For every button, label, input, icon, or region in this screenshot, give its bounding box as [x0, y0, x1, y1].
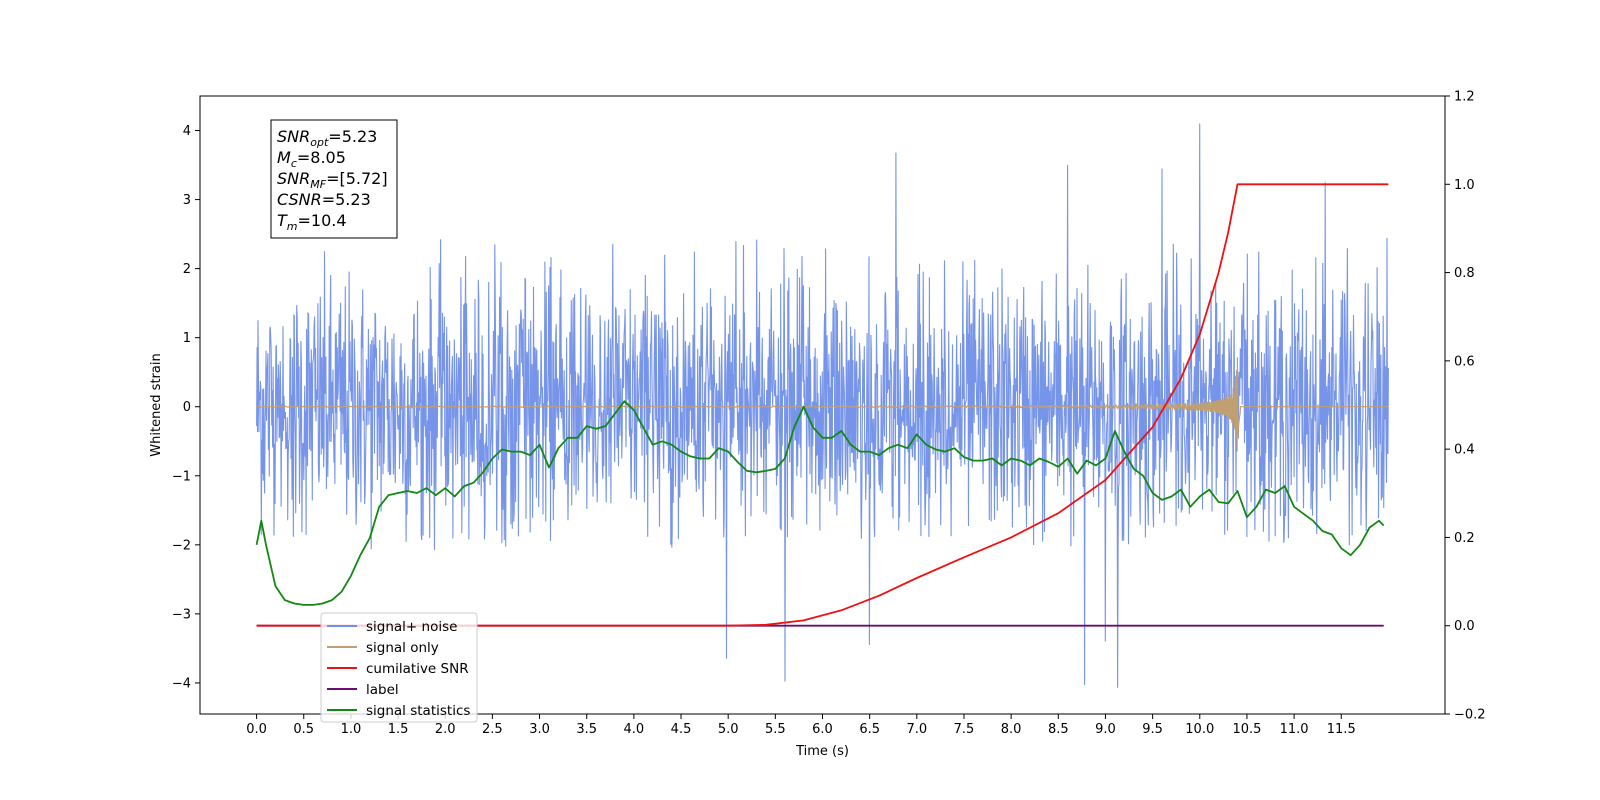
annotation-line: Mc=8.05 — [277, 148, 346, 170]
annotation-line: SNRMF=[5.72] — [277, 169, 388, 191]
x-tick-label: 11.0 — [1280, 722, 1309, 737]
x-tick-label: 11.5 — [1327, 722, 1356, 737]
x-tick-label: 3.0 — [529, 722, 550, 737]
series-signal-statistics — [255, 400, 1385, 606]
series-signal-only — [256, 357, 1389, 452]
y-axis-left-label: Whitened strain — [149, 353, 164, 456]
legend-frame — [320, 612, 478, 723]
x-tick-label: 0.5 — [293, 722, 314, 737]
x-tick-label: 2.5 — [482, 722, 503, 737]
y-right-tick-label: 0.8 — [1454, 266, 1475, 281]
x-tick-label: 6.0 — [812, 722, 833, 737]
x-tick-label: 7.5 — [954, 722, 975, 737]
legend: signal+ noise signal only cumilative SNR la… — [320, 612, 478, 723]
x-tick-label: 7.0 — [906, 722, 927, 737]
y-left-tick-label: 3 — [183, 193, 191, 208]
x-tick-label: 9.0 — [1095, 722, 1116, 737]
annotation-line: CSNR=5.23 — [277, 190, 371, 209]
y-right-tick-label: 0.6 — [1454, 354, 1475, 369]
y-axis-right: 1.2 1.0 0.8 0.6 0.4 0.2 0.0 −0.2 — [1445, 90, 1486, 723]
x-tick-label: 5.5 — [765, 722, 786, 737]
x-tick-label: 8.0 — [1001, 722, 1022, 737]
x-tick-label: 9.5 — [1142, 722, 1163, 737]
y-right-tick-label: 0.4 — [1454, 443, 1475, 458]
y-left-tick-label: 2 — [183, 262, 191, 277]
y-right-tick-label: 1.2 — [1454, 90, 1475, 105]
x-tick-label: 2.0 — [435, 722, 456, 737]
x-tick-label: 6.5 — [859, 722, 880, 737]
legend-label: signal only — [366, 640, 439, 656]
legend-label: label — [366, 682, 399, 698]
y-left-tick-label: −2 — [172, 538, 191, 553]
x-tick-label: 4.0 — [624, 722, 645, 737]
x-tick-label: 3.5 — [576, 722, 597, 737]
y-left-tick-label: −4 — [172, 676, 191, 691]
y-right-tick-label: 0.0 — [1454, 619, 1475, 634]
y-left-tick-label: −3 — [172, 607, 191, 622]
y-left-tick-label: 4 — [183, 124, 191, 139]
annotation-line: Tm=10.4 — [277, 211, 347, 233]
y-right-tick-label: 1.0 — [1454, 178, 1475, 193]
x-tick-label: 8.5 — [1048, 722, 1069, 737]
series-signal-noise — [256, 123, 1389, 688]
series-cumulative-snr — [256, 183, 1389, 627]
x-tick-label: 0.0 — [246, 722, 267, 737]
y-left-tick-label: −1 — [172, 469, 191, 484]
legend-label: cumilative SNR — [366, 661, 469, 677]
x-tick-label: 10.0 — [1185, 722, 1214, 737]
y-right-tick-label: −0.2 — [1454, 708, 1486, 723]
annotation-frame — [270, 119, 398, 239]
y-left-tick-label: 0 — [183, 400, 191, 415]
legend-label: signal+ noise — [366, 619, 457, 635]
x-tick-label: 5.0 — [718, 722, 739, 737]
legend-label: signal statistics — [366, 703, 470, 719]
x-tick-label: 10.5 — [1232, 722, 1261, 737]
x-tick-label: 1.0 — [341, 722, 362, 737]
x-axis: 0.0 0.5 1.0 1.5 2.0 2.5 3.0 3.5 4.0 4.5 5.0 5.5 6.0 6… — [246, 714, 1356, 737]
x-tick-label: 1.5 — [388, 722, 409, 737]
x-axis-label: Time (s) — [795, 744, 849, 759]
y-axis-left: 4 3 2 1 0 −1 −2 −3 −4 — [172, 124, 200, 691]
y-left-tick-label: 1 — [183, 331, 191, 346]
x-tick-label: 4.5 — [671, 722, 692, 737]
annotation-line: SNRopt=5.23 — [277, 127, 377, 149]
y-right-tick-label: 0.2 — [1454, 531, 1475, 546]
